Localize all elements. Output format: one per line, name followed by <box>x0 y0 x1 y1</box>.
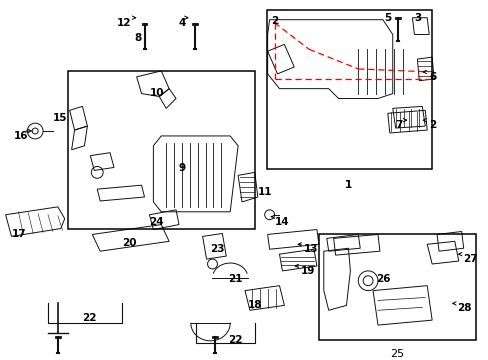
Text: 3: 3 <box>413 13 421 23</box>
Text: 22: 22 <box>82 313 97 323</box>
Text: 22: 22 <box>228 335 242 345</box>
Text: 12: 12 <box>117 18 131 28</box>
Bar <box>266 10 431 170</box>
Text: 20: 20 <box>122 238 136 248</box>
Text: 8: 8 <box>134 33 141 44</box>
Text: 11: 11 <box>257 187 272 197</box>
Bar <box>67 71 254 229</box>
Text: 9: 9 <box>179 162 186 172</box>
Text: 24: 24 <box>149 217 164 227</box>
Text: 16: 16 <box>14 131 28 141</box>
Text: 4: 4 <box>178 18 185 28</box>
Text: 6: 6 <box>428 72 436 82</box>
Text: 2: 2 <box>428 120 436 130</box>
Text: 1: 1 <box>344 180 351 190</box>
Text: 28: 28 <box>456 303 470 314</box>
Text: 17: 17 <box>12 229 26 239</box>
Text: 18: 18 <box>247 301 262 310</box>
Text: 26: 26 <box>375 274 389 284</box>
Text: 25: 25 <box>390 349 404 359</box>
Text: 14: 14 <box>274 217 288 227</box>
Text: 7: 7 <box>394 120 402 130</box>
Text: 15: 15 <box>53 113 67 123</box>
Text: 21: 21 <box>228 274 242 284</box>
Text: 27: 27 <box>462 254 476 264</box>
Bar <box>318 234 475 340</box>
Text: 13: 13 <box>304 244 318 254</box>
Text: 2: 2 <box>270 16 278 26</box>
Text: 19: 19 <box>301 266 315 276</box>
Text: 5: 5 <box>384 13 391 23</box>
Text: 1: 1 <box>344 180 351 190</box>
Text: 10: 10 <box>149 88 163 98</box>
Text: 23: 23 <box>210 244 224 254</box>
